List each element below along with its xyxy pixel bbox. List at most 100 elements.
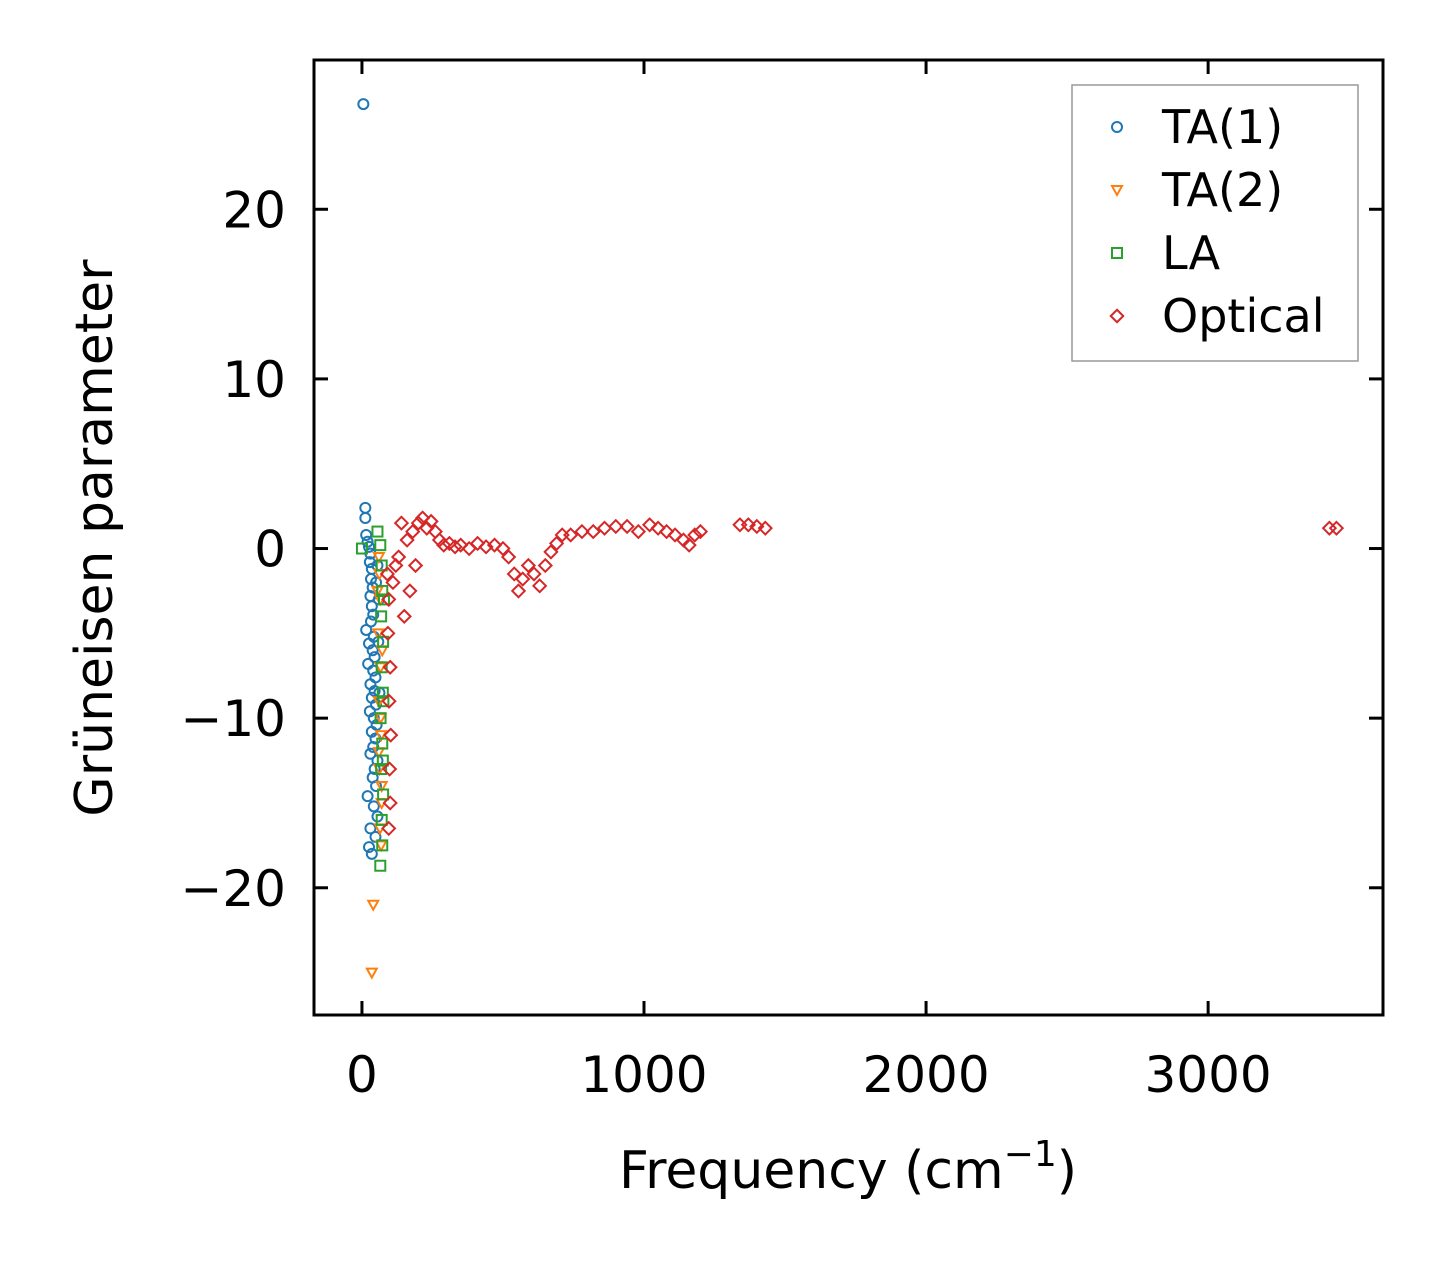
- data-point: [500, 549, 517, 565]
- data-point: [608, 518, 624, 535]
- legend-marker: [1111, 121, 1123, 133]
- data-point: [379, 566, 395, 582]
- data-point: [563, 527, 579, 543]
- data-point: [405, 523, 421, 540]
- data-point: [365, 600, 378, 613]
- data-point: [757, 520, 773, 536]
- data-point: [531, 578, 548, 594]
- legend-label: TA(1): [1161, 100, 1283, 154]
- data-point: [366, 644, 379, 657]
- data-point: [543, 544, 559, 560]
- data-point: [687, 527, 703, 543]
- data-point: [374, 539, 387, 552]
- data-point: [526, 566, 542, 582]
- data-point: [388, 557, 404, 574]
- legend-marker: [1109, 308, 1125, 324]
- legend-marker: [1111, 247, 1123, 259]
- data-point: [381, 591, 397, 608]
- data-point: [382, 659, 398, 675]
- data-point: [365, 967, 379, 980]
- data-point: [367, 664, 380, 677]
- data-point: [423, 513, 439, 530]
- data-point: [363, 540, 376, 553]
- data-point: [453, 537, 469, 553]
- data-point: [377, 635, 390, 648]
- data-point: [419, 520, 435, 536]
- x-tick-label: 2000: [862, 1046, 989, 1104]
- data-point: [495, 540, 511, 557]
- series-optical: [379, 510, 1345, 837]
- data-point: [368, 651, 381, 664]
- data-point: [399, 532, 415, 548]
- data-point: [383, 727, 399, 743]
- data-point: [375, 813, 388, 826]
- data-point: [393, 515, 410, 531]
- data-point: [380, 625, 396, 642]
- data-point: [681, 537, 697, 553]
- data-point: [650, 520, 666, 536]
- data-point: [469, 535, 486, 552]
- data-point: [667, 527, 683, 543]
- data-point: [658, 523, 675, 540]
- data-point: [376, 839, 389, 852]
- data-point: [372, 552, 386, 565]
- data-point: [376, 686, 389, 699]
- x-axis-label-close: ): [1057, 1141, 1077, 1201]
- data-point: [376, 754, 389, 767]
- data-point: [381, 761, 398, 777]
- data-point: [376, 584, 389, 597]
- data-point: [374, 859, 387, 872]
- data-point: [692, 523, 709, 540]
- data-point: [375, 610, 388, 623]
- data-point: [447, 539, 463, 555]
- data-point: [585, 523, 601, 540]
- data-point: [506, 566, 522, 582]
- series-la: [355, 525, 390, 872]
- data-point: [367, 800, 380, 813]
- y-tick-label: 10: [222, 351, 286, 409]
- data-point: [410, 515, 427, 531]
- y-axis-label: Grüneisen parameter: [65, 259, 125, 817]
- data-point: [515, 571, 531, 587]
- data-point: [478, 539, 494, 555]
- data-point: [548, 535, 565, 552]
- data-point: [360, 528, 373, 541]
- data-point: [407, 557, 424, 574]
- data-point: [749, 518, 765, 535]
- data-points: [355, 98, 1345, 980]
- data-point: [366, 899, 380, 912]
- x-axis-label-superscript: −1: [1004, 1134, 1057, 1175]
- data-point: [364, 747, 377, 760]
- data-point: [381, 820, 397, 837]
- data-point: [436, 537, 452, 553]
- data-point: [360, 623, 373, 636]
- data-point: [402, 583, 418, 599]
- data-point: [359, 511, 372, 524]
- data-point: [390, 549, 407, 565]
- data-point: [377, 695, 390, 708]
- data-point: [520, 557, 537, 574]
- data-point: [1328, 520, 1345, 536]
- legend-label: Optical: [1162, 289, 1324, 343]
- data-point: [377, 593, 390, 606]
- legend: TA(1) TA(2) LA Optical: [1071, 84, 1359, 362]
- data-point: [510, 583, 527, 599]
- x-tick-label: 1000: [580, 1046, 707, 1104]
- y-tick-label: −10: [180, 690, 286, 748]
- data-point: [355, 542, 368, 555]
- data-point: [375, 763, 388, 776]
- data-point: [414, 510, 431, 526]
- data-point: [381, 693, 397, 709]
- x-axis-label: Frequency (cm−1): [619, 1134, 1077, 1201]
- x-axis-ticks: 0 1000 2000 3000: [346, 60, 1272, 1104]
- x-tick-label: 3000: [1144, 1046, 1271, 1104]
- data-point: [363, 841, 376, 854]
- data-point: [375, 661, 388, 674]
- y-axis-ticks: −20 −10 0 10 20: [180, 181, 1383, 918]
- legend-label: LA: [1162, 226, 1221, 280]
- data-point: [574, 523, 590, 540]
- data-point: [361, 790, 374, 803]
- data-point: [365, 847, 378, 860]
- data-point: [385, 574, 401, 591]
